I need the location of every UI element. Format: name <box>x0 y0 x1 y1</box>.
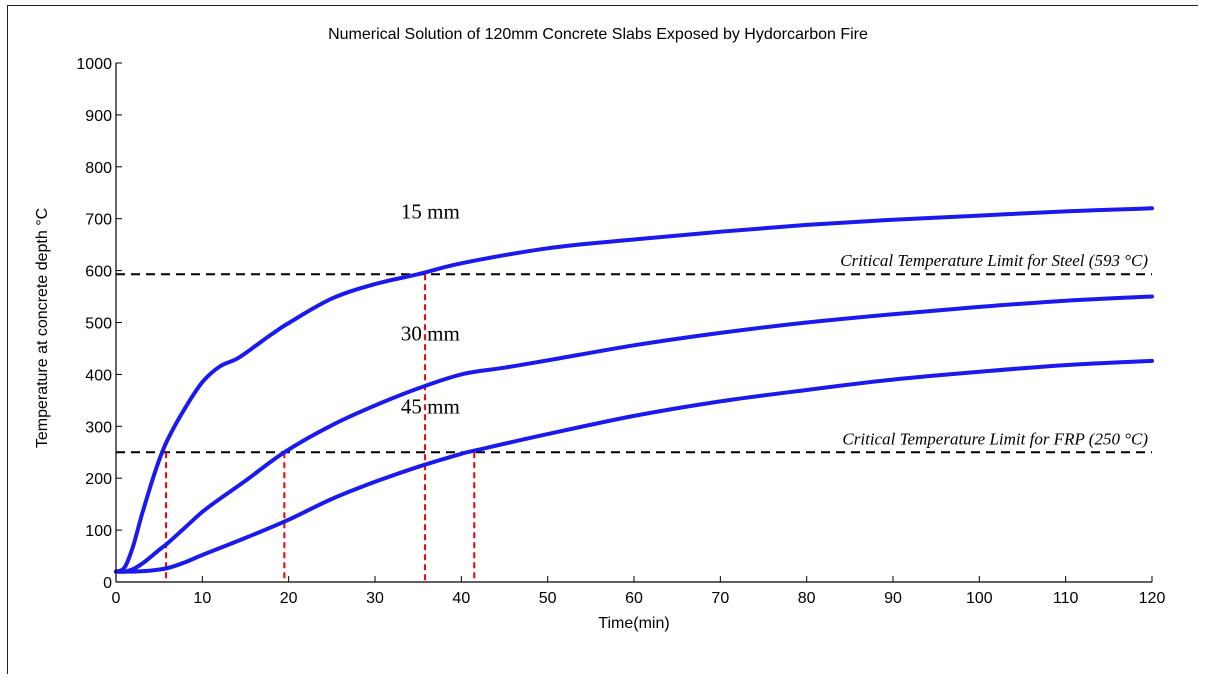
y-tick-label: 1000 <box>76 56 112 73</box>
y-tick-label: 0 <box>103 575 112 592</box>
drop-lines <box>165 274 476 582</box>
figure-frame: Numerical Solution of 120mm Concrete Sla… <box>7 5 1199 675</box>
ticks: 0 10 20 30 40 50 60 70 80 90 100 110 120 0 100 200 300 40… <box>76 56 1165 607</box>
series-line-45-mm <box>114 358 1154 574</box>
y-tick-label: 200 <box>85 471 112 488</box>
x-tick-label: 10 <box>193 590 211 607</box>
y-tick-label: 300 <box>85 419 112 436</box>
y-tick-label: 700 <box>85 212 112 229</box>
reference-line-label: Critical Temperature Limit for FRP (250 … <box>842 429 1148 448</box>
y-tick-label: 100 <box>85 523 112 540</box>
x-axis-label: Time(min) <box>598 615 669 632</box>
reference-lines <box>116 273 1152 454</box>
x-tick-label: 40 <box>452 590 470 607</box>
series-line-15-mm <box>114 206 1154 574</box>
y-tick-label: 600 <box>85 264 112 281</box>
curve-label: 15 mm <box>401 200 460 224</box>
x-tick-label: 110 <box>1053 590 1079 607</box>
chart-title: Numerical Solution of 120mm Concrete Sla… <box>328 26 868 43</box>
x-tick-label: 30 <box>366 590 384 607</box>
x-tick-label: 50 <box>539 590 557 607</box>
annotations: 15 mm 30 mm 45 mm Critical Temperature Limi… <box>401 200 1148 449</box>
x-tick-label: 70 <box>711 590 729 607</box>
y-tick-label: 400 <box>85 367 112 384</box>
x-tick-label: 120 <box>1139 590 1166 607</box>
chart-svg: Numerical Solution of 120mm Concrete Sla… <box>8 6 1199 675</box>
series-layer <box>114 206 1154 574</box>
curve-label: 30 mm <box>401 322 460 346</box>
chart-background <box>8 6 1199 675</box>
x-tick-label: 0 <box>112 590 121 607</box>
curve-label: 45 mm <box>401 394 460 418</box>
y-axis-label: Temperature at concrete depth °C <box>34 208 51 448</box>
x-tick-label: 100 <box>966 590 993 607</box>
y-tick-label: 900 <box>85 108 112 125</box>
x-tick-label: 20 <box>280 590 298 607</box>
y-tick-label: 800 <box>85 160 112 177</box>
series-line-30-mm <box>114 294 1154 574</box>
x-tick-label: 80 <box>798 590 816 607</box>
x-tick-label: 90 <box>884 590 902 607</box>
reference-line-label: Critical Temperature Limit for Steel (59… <box>840 251 1148 270</box>
x-tick-label: 60 <box>625 590 643 607</box>
y-tick-label: 500 <box>85 316 112 333</box>
